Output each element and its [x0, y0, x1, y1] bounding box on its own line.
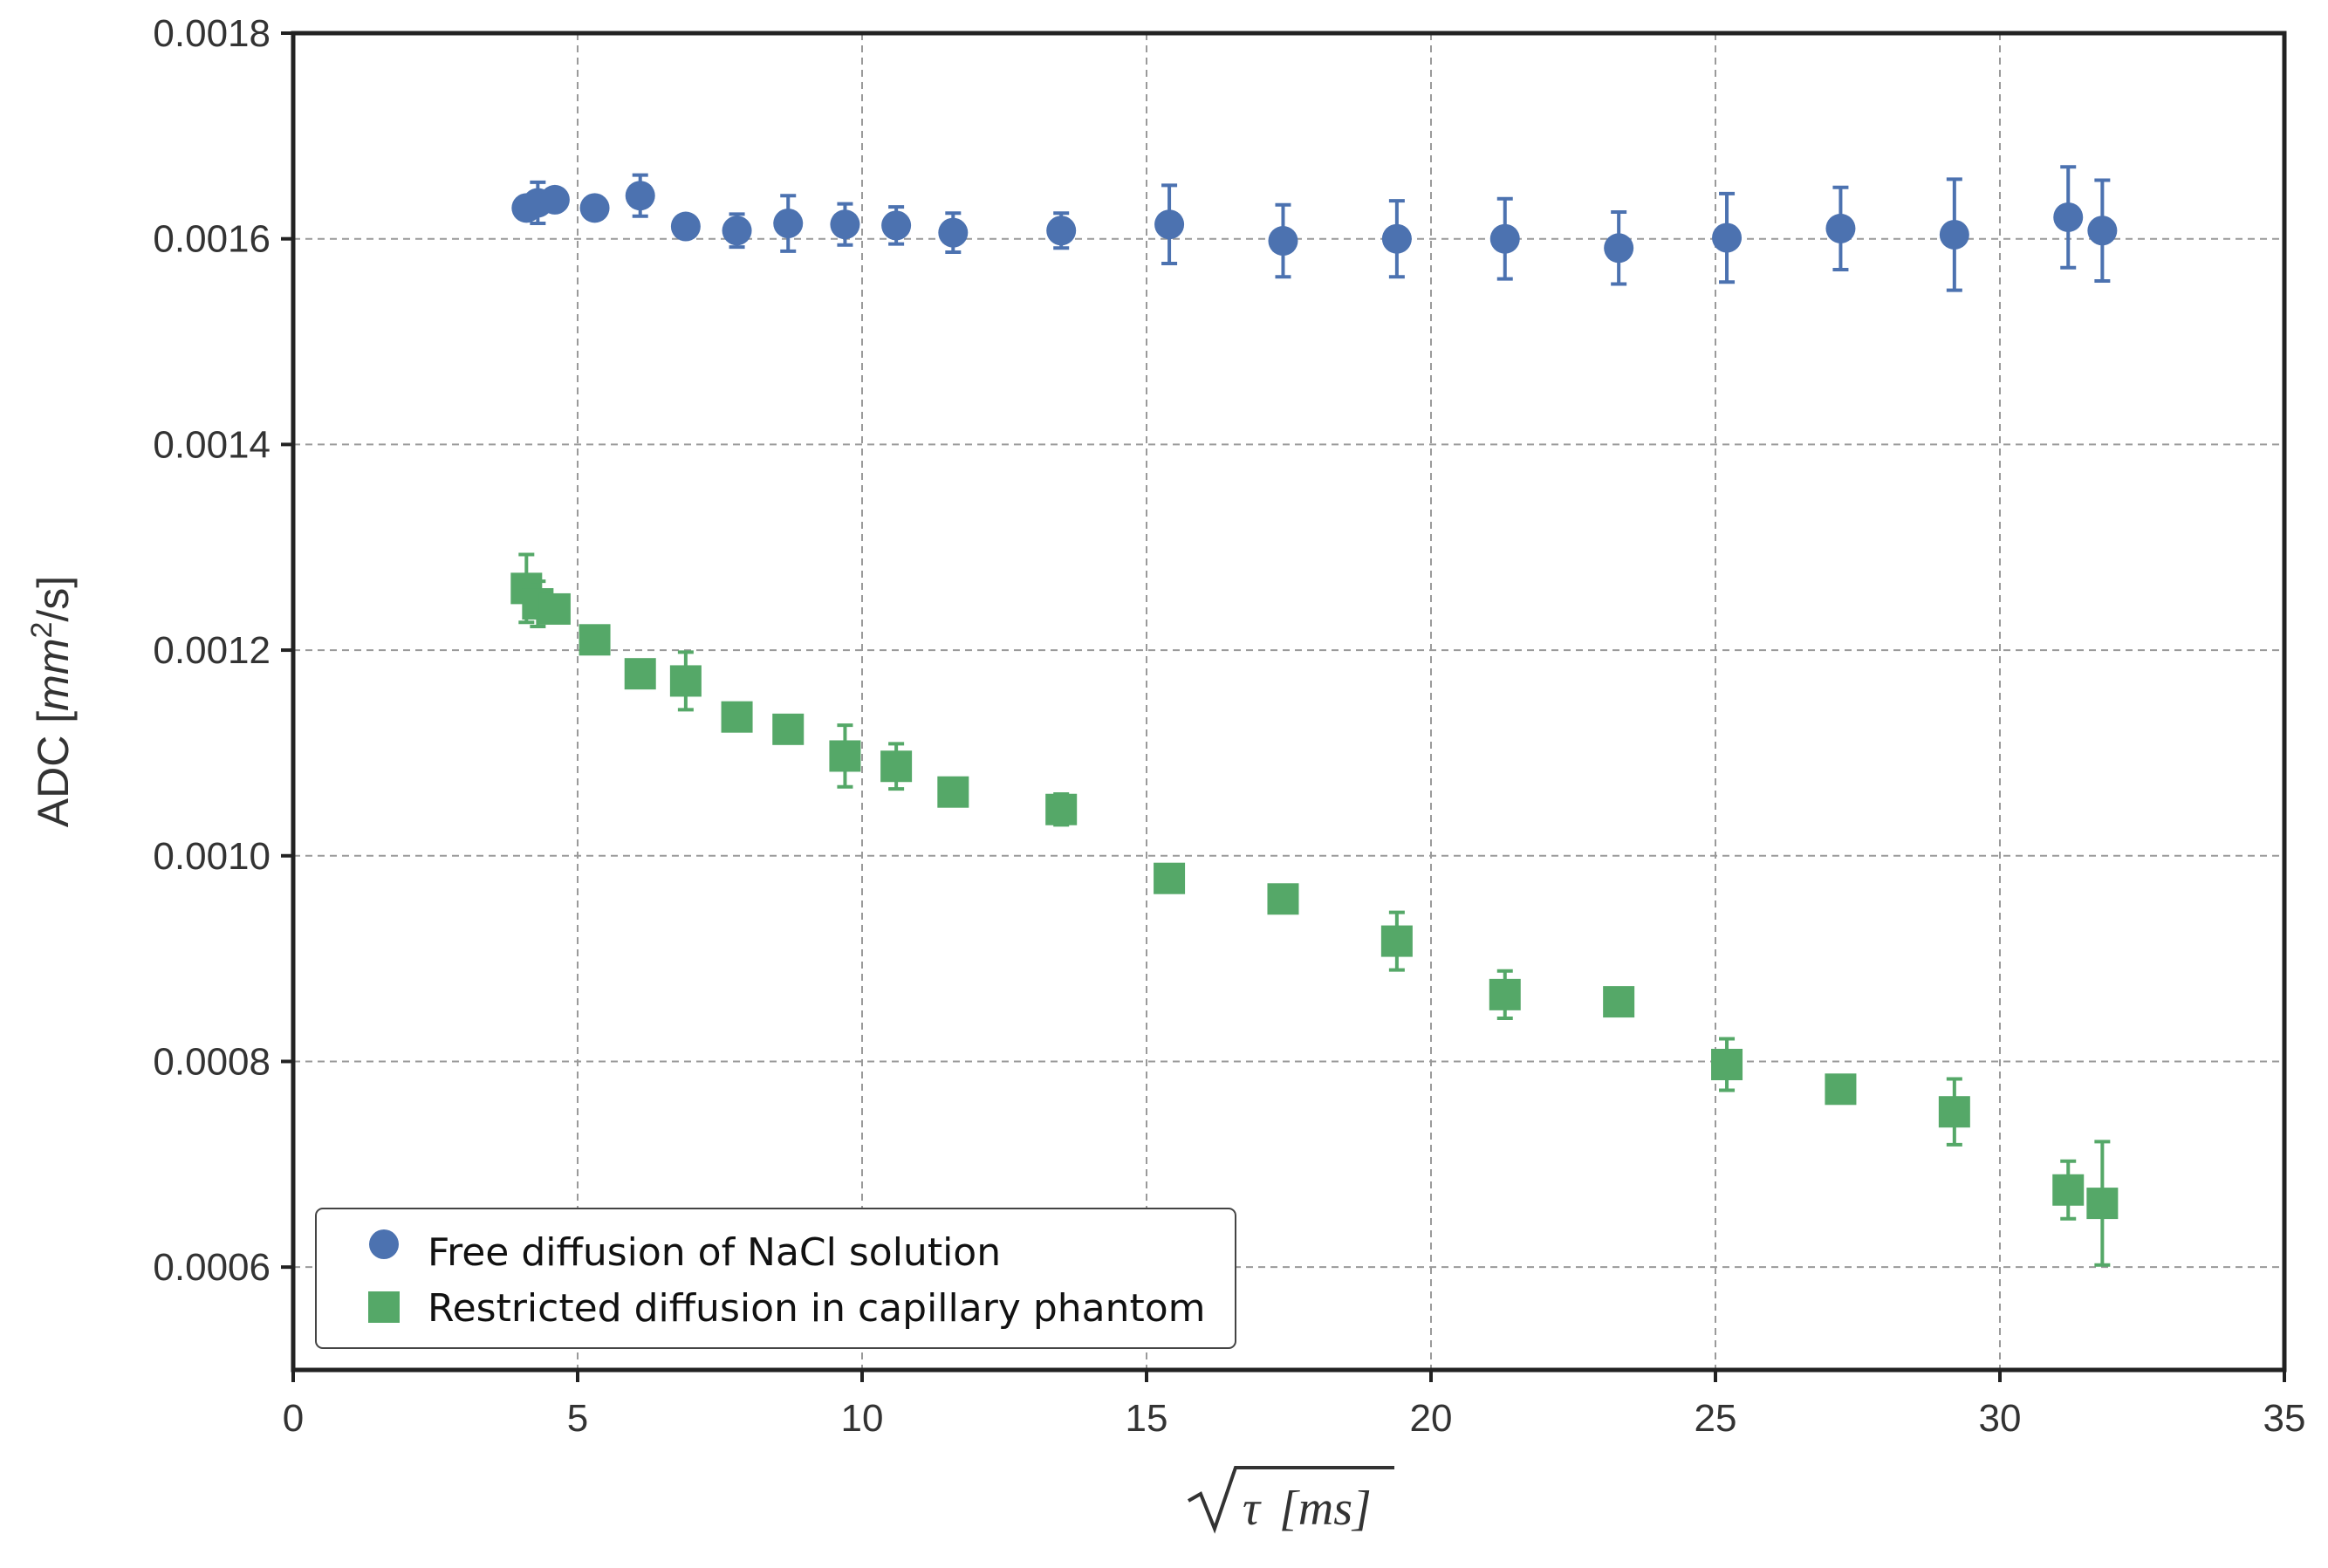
y-tick-label: 0.0006	[153, 1246, 270, 1289]
data-point-circle	[830, 209, 860, 240]
x-tick-label: 0	[283, 1397, 304, 1440]
series-restricted-diffusion	[510, 552, 2119, 1267]
y-axis-title-exponent: 2	[25, 622, 58, 639]
data-point-square	[2086, 1188, 2119, 1220]
data-point-circle	[773, 209, 804, 239]
x-axis: 0 5 10 15 20 25 30 35	[283, 1370, 2306, 1440]
data-point-circle	[938, 217, 969, 248]
data-point-square	[937, 776, 969, 808]
x-tick-label: 25	[1695, 1397, 1737, 1440]
y-tick-label: 0.0018	[153, 12, 270, 55]
data-point-square	[1380, 925, 1413, 957]
data-point-circle	[625, 181, 655, 211]
data-point-circle	[1825, 213, 1856, 243]
y-axis-title: ADC [mm2/s]	[25, 576, 78, 827]
legend-label-free-diffusion: Free diffusion of NaCl solution	[428, 1230, 1001, 1275]
series-free-diffusion	[511, 165, 2118, 292]
data-point-square	[2052, 1174, 2085, 1206]
data-point-circle	[1046, 216, 1077, 246]
data-point-square	[538, 592, 571, 625]
data-point-square	[1267, 883, 1299, 915]
y-tick-label: 0.0014	[153, 423, 270, 466]
data-point-circle	[1712, 223, 1743, 253]
data-point-circle	[670, 211, 701, 242]
data-point-square	[1603, 986, 1635, 1018]
y-axis: 0.0006 0.0008 0.0010 0.0012 0.0014 0.0016 0.00…	[153, 12, 293, 1289]
data-point-circle	[1381, 223, 1412, 254]
data-point-square	[1711, 1048, 1743, 1080]
data-point-square	[669, 665, 702, 697]
data-point-circle	[1939, 219, 1969, 250]
y-tick-label: 0.0016	[153, 218, 270, 261]
data-point-circle	[1489, 223, 1520, 254]
legend-label-restricted-diffusion: Restricted diffusion in capillary phanto…	[428, 1286, 1206, 1331]
series-layer	[510, 165, 2119, 1267]
data-point-circle	[1154, 209, 1185, 240]
grid	[293, 33, 2284, 1370]
data-point-circle	[539, 184, 570, 215]
data-point-circle	[579, 193, 610, 223]
x-tick-label: 35	[2263, 1397, 2306, 1440]
x-tick-label: 5	[567, 1397, 588, 1440]
data-point-square	[624, 658, 656, 690]
data-point-square	[829, 740, 861, 772]
y-axis-title-suffix: /s]	[29, 576, 78, 622]
y-axis-title-unit: mm	[29, 639, 78, 711]
data-point-circle	[2053, 202, 2084, 232]
data-point-square	[579, 624, 611, 656]
x-tick-label: 10	[841, 1397, 884, 1440]
legend: Free diffusion of NaCl solution Restrict…	[315, 1208, 1236, 1349]
legend-box	[315, 1208, 1236, 1349]
y-tick-label: 0.0012	[153, 629, 270, 672]
data-point-square	[1045, 793, 1078, 825]
data-point-circle	[1268, 226, 1298, 257]
x-axis-title: √ τ [ms]	[1188, 1466, 1394, 1536]
y-axis-title-prefix: ADC [	[29, 711, 78, 827]
data-point-square	[1938, 1096, 1970, 1128]
data-point-circle	[2087, 216, 2118, 246]
data-point-circle	[1604, 233, 1634, 264]
x-tick-label: 20	[1410, 1397, 1453, 1440]
plot-frame	[291, 31, 2287, 1373]
x-tick-label: 30	[1979, 1397, 2022, 1440]
data-point-square	[1489, 978, 1521, 1010]
data-point-square	[1154, 862, 1186, 894]
x-axis-title-symbol: τ	[1243, 1482, 1262, 1536]
y-tick-label: 0.0010	[153, 835, 270, 878]
y-tick-label: 0.0008	[153, 1040, 270, 1083]
data-point-circle	[722, 216, 752, 246]
data-point-circle	[881, 210, 912, 241]
data-point-square	[721, 701, 753, 733]
data-point-square	[880, 750, 913, 783]
sqrt-radical-icon	[1188, 1466, 1394, 1534]
data-point-square	[1825, 1073, 1857, 1106]
legend-square-marker	[368, 1291, 400, 1323]
x-axis-title-unit: [ms]	[1279, 1482, 1372, 1536]
data-point-square	[772, 713, 805, 745]
x-tick-label: 15	[1126, 1397, 1168, 1440]
legend-circle-marker	[369, 1229, 399, 1259]
